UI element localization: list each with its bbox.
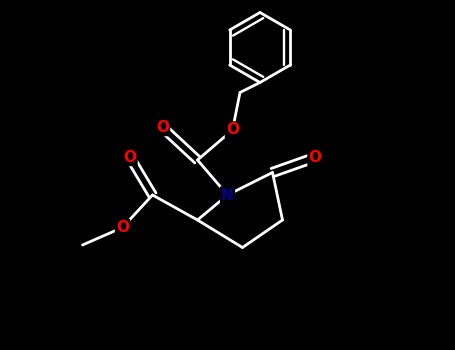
Text: O: O — [226, 122, 239, 138]
Text: O: O — [123, 150, 136, 165]
Text: O: O — [156, 120, 169, 135]
Text: N: N — [221, 188, 234, 203]
Text: O: O — [116, 220, 129, 235]
Text: O: O — [308, 150, 322, 165]
